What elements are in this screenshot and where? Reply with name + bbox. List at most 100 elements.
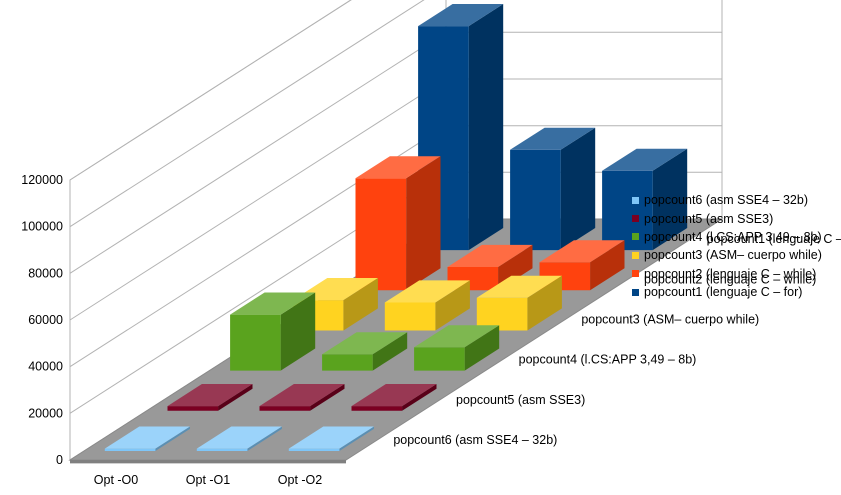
bar	[196, 426, 282, 451]
bar-side	[343, 278, 378, 331]
legend-item: popcount1 (lenguaje C – for)	[632, 283, 837, 301]
y-axis-tick-labels: 0 20000 40000 60000 80000 100000 120000	[21, 173, 63, 467]
bar-top	[322, 332, 408, 355]
bar	[351, 384, 437, 411]
bar	[322, 332, 408, 371]
legend-label: popcount3 (ASM– cuerpo while)	[644, 248, 822, 263]
legend-swatch	[632, 251, 639, 259]
bar-side	[310, 384, 345, 411]
legend: popcount6 (asm SSE4 – 32b) popcount5 (asm…	[632, 191, 837, 301]
bar-top	[539, 240, 625, 263]
bar	[104, 426, 190, 451]
bar-top	[355, 156, 441, 179]
bar-front	[259, 406, 311, 411]
bar-side	[339, 426, 374, 451]
bar-front	[476, 297, 528, 331]
legend-swatch	[632, 196, 639, 204]
bar	[167, 384, 253, 411]
bars	[104, 4, 688, 451]
y-tick-label: 0	[56, 453, 63, 467]
bar-side	[435, 280, 470, 331]
bar	[414, 325, 500, 371]
bar-top	[288, 426, 374, 449]
legend-swatch	[632, 270, 639, 278]
bar-front	[322, 354, 373, 371]
bar-side	[247, 426, 282, 451]
bar-top	[447, 244, 533, 267]
series-axis-label: popcount5 (asm SSE3)	[456, 393, 585, 407]
bar-side	[402, 384, 437, 411]
bar-front	[602, 170, 653, 251]
bar-top	[476, 275, 562, 298]
legend-item: popcount4 (l.CS:APP 3,49 – 8b)	[632, 228, 837, 246]
bar	[602, 148, 688, 251]
legend-item: popcount2 (lenguaje C – while)	[632, 265, 837, 283]
legend-label: popcount6 (asm SSE4 – 32b)	[644, 193, 808, 208]
bar	[288, 426, 374, 451]
bar-side	[527, 275, 562, 331]
bar-top	[510, 127, 596, 150]
bar-side	[560, 127, 596, 251]
legend-label: popcount1 (lenguaje C – for)	[644, 285, 803, 300]
series-axis-label: popcount6 (asm SSE4 – 32b)	[393, 433, 557, 447]
gridline	[69, 0, 425, 228]
bar-front	[230, 314, 281, 371]
bar-top	[230, 292, 316, 315]
series-axis-label: popcount2 (lenguaje C – while)	[644, 272, 816, 286]
bar-side	[468, 4, 504, 251]
bar-front	[384, 302, 436, 331]
bar-front	[355, 178, 407, 291]
y-tick-label: 40000	[28, 360, 63, 374]
bar	[230, 292, 316, 371]
x-axis-tick-labels: Opt -O0 Opt -O1 Opt -O2	[94, 473, 323, 487]
legend-item: popcount3 (ASM– cuerpo while)	[632, 246, 837, 264]
series-axis-label: popcount4 (l.CS:APP 3,49 – 8b)	[519, 353, 697, 367]
bar-top	[196, 426, 282, 449]
bar-front	[196, 448, 248, 451]
bar-side	[406, 156, 441, 291]
bar-top	[259, 384, 345, 407]
legend-swatch	[632, 215, 639, 223]
bar-front	[288, 448, 340, 451]
bar-top	[351, 384, 437, 407]
legend-label: popcount2 (lenguaje C – while)	[644, 266, 817, 281]
y-tick-label: 80000	[28, 266, 63, 280]
bar	[355, 156, 441, 291]
legend-label: popcount5 (asm SSE3)	[644, 211, 774, 226]
bar-side	[652, 148, 688, 251]
bar-top	[418, 4, 504, 27]
legend-swatch	[632, 233, 639, 241]
x-tick-label: Opt -O0	[94, 473, 139, 487]
gridline	[69, 0, 352, 181]
bar	[510, 127, 596, 251]
legend-swatch	[632, 288, 639, 296]
bar-side	[155, 426, 190, 451]
bar-top	[414, 325, 500, 348]
bar-top	[602, 148, 688, 171]
bar-front	[414, 347, 465, 371]
x-tick-label: Opt -O2	[278, 473, 323, 487]
bar-side	[590, 240, 625, 291]
bar-front	[167, 406, 219, 411]
series-axis-label: popcount1 (lenguaje C – for)	[707, 232, 841, 246]
bar	[384, 280, 470, 331]
bar-top	[104, 426, 190, 449]
legend-item: popcount6 (asm SSE4 – 32b)	[632, 191, 837, 209]
bar-top	[384, 280, 470, 303]
bar-front	[104, 448, 156, 451]
bar-top	[167, 384, 253, 407]
legend-item: popcount5 (asm SSE3)	[632, 209, 837, 227]
y-tick-label: 60000	[28, 313, 63, 327]
bar-side	[372, 332, 408, 371]
bar	[476, 275, 562, 331]
series-axis-label: popcount3 (ASM– cuerpo while)	[581, 312, 759, 326]
y-tick-label: 20000	[28, 406, 63, 420]
x-tick-label: Opt -O1	[186, 473, 231, 487]
legend-label: popcount4 (l.CS:APP 3,49 – 8b)	[644, 229, 822, 244]
y-tick-label: 120000	[21, 173, 63, 187]
bar-front	[510, 149, 561, 251]
bar-side	[218, 384, 253, 411]
bar-front	[351, 406, 403, 411]
bar	[259, 384, 345, 411]
